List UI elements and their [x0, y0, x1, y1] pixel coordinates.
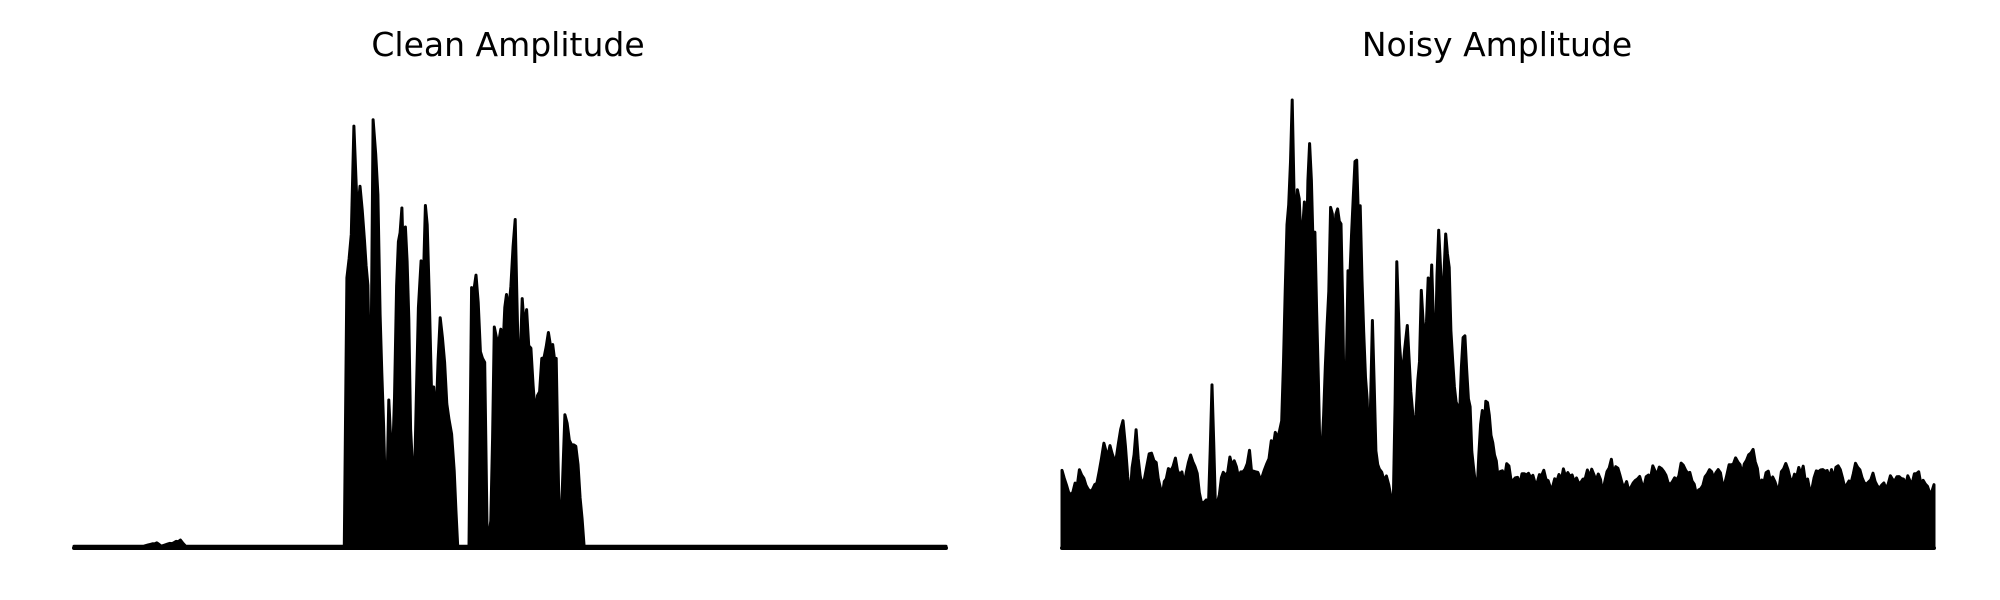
noisy-amplitude-waveform [1060, 98, 1936, 550]
clean-amplitude-title: Clean Amplitude [371, 25, 644, 64]
clean-amplitude-panel: Clean Amplitude [72, 25, 948, 550]
noisy-amplitude-title: Noisy Amplitude [1362, 25, 1632, 64]
noisy-amplitude-panel: Noisy Amplitude [1060, 25, 1936, 550]
